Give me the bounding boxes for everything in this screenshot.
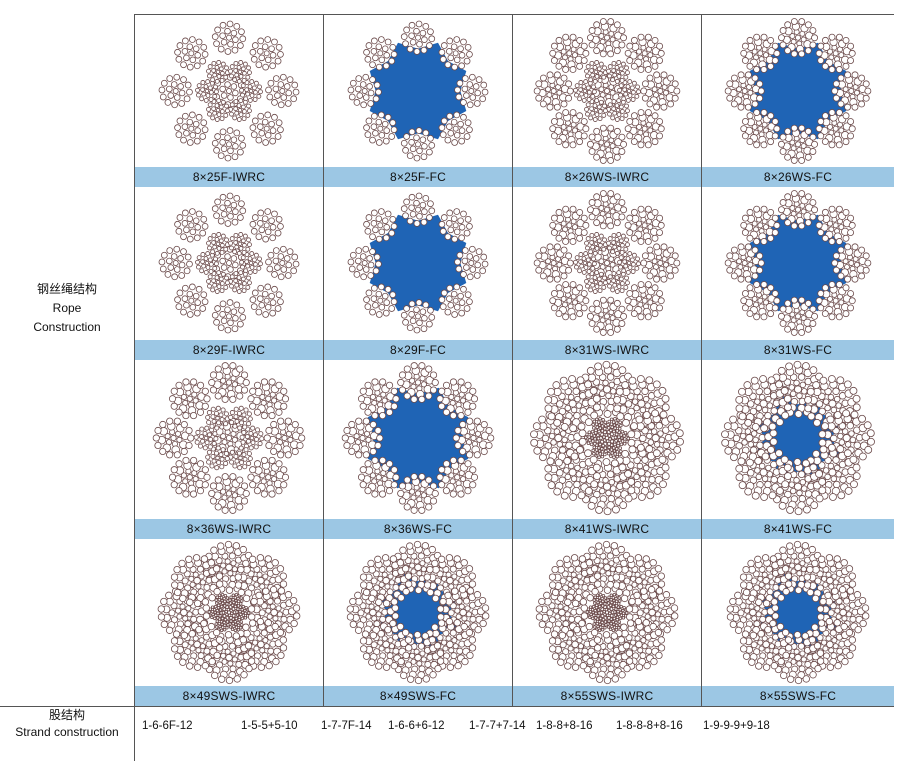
rope-label: 8×31WS-FC [702,340,894,360]
rope-cross-section [724,190,872,336]
rope-cell: 8×26WS-IWRC [513,15,701,187]
rope-construction-en-1: Rope [52,301,82,315]
rope-cell: 8×36WS-IWRC [135,359,323,539]
grid-line [134,14,135,761]
strand-item: 1-6-6F-12 [142,720,193,732]
rope-diagram [530,360,684,516]
grid-line [512,14,513,706]
strand-item: 1-9-9-9+9-18 [703,720,770,732]
rope-diagram [346,540,490,685]
rope-label: 8×26WS-FC [702,167,894,187]
rope-label: 8×49SWS-FC [324,686,512,706]
rope-diagram [341,362,495,514]
fibre-core [369,42,467,140]
rope-cross-section [726,540,870,685]
rope-label: 8×36WS-IWRC [135,519,323,539]
rope-cell: 8×41WS-FC [702,359,894,539]
strand-item: 1-6-6+6-12 [388,720,445,732]
rope-cell: 8×25F-IWRC [135,15,323,187]
rope-cross-section [724,18,872,164]
strand-item: 1-7-7F-14 [321,720,372,732]
rope-diagram [724,190,872,336]
grid-line [0,706,894,707]
rope-construction-en-2: Construction [33,320,101,334]
rope-cell: 8×41WS-IWRC [513,359,701,539]
rope-cell: 8×29F-IWRC [135,187,323,360]
rope-diagram [724,18,872,164]
rope-cell: 8×31WS-FC [702,187,894,360]
rope-cross-section [533,190,681,336]
rope-cross-section [347,20,489,162]
rope-cross-section [346,540,490,685]
grid-line [134,14,894,15]
rope-label: 8×25F-FC [324,167,512,187]
strand-item: 1-7-7+7-14 [469,720,526,732]
rope-label: 8×29F-IWRC [135,340,323,360]
rope-diagram [533,190,681,336]
rope-construction-zh: 钢丝绳结构 [36,282,97,296]
rope-cross-section [341,362,495,514]
rope-cell: 8×31WS-IWRC [513,187,701,360]
rope-diagram [158,192,300,334]
rope-label: 8×49SWS-IWRC [135,686,323,706]
rope-diagram [347,20,489,162]
rope-diagram [347,192,489,334]
strand-construction-row: 1-6-6F-12 1-5-5+5-10 1-7-7F-14 1-6-6+6-1… [135,720,900,736]
rope-cell: 8×55SWS-FC [702,539,894,706]
strand-item: 1-5-5+5-10 [241,720,298,732]
rope-diagram [158,20,300,162]
rope-cross-section [152,362,306,514]
rope-label: 8×55SWS-FC [702,686,894,706]
rope-cross-section [530,360,684,516]
rope-diagram [535,540,679,685]
rope-label: 8×25F-IWRC [135,167,323,187]
rope-cross-section [721,360,875,516]
rope-cross-section [158,192,300,334]
rope-cell: 8×29F-FC [324,187,512,360]
fibre-core [369,214,467,312]
rope-cross-section [347,192,489,334]
rope-label: 8×31WS-IWRC [513,340,701,360]
rope-construction-label: 钢丝绳结构 Rope Construction [0,280,134,337]
rope-cell: 8×49SWS-FC [324,539,512,706]
rope-diagram [726,540,870,685]
rope-label: 8×41WS-IWRC [513,519,701,539]
rope-label: 8×36WS-FC [324,519,512,539]
rope-cell: 8×55SWS-IWRC [513,539,701,706]
rope-label: 8×41WS-FC [702,519,894,539]
strand-construction-label: 股结构 Strand construction [0,707,134,741]
rope-label: 8×55SWS-IWRC [513,686,701,706]
rope-cell: 8×36WS-FC [324,359,512,539]
rope-label: 8×26WS-IWRC [513,167,701,187]
rope-cross-section [157,540,301,685]
rope-diagram [157,540,301,685]
grid-line [701,14,702,706]
rope-label: 8×29F-FC [324,340,512,360]
rope-cell: 8×49SWS-IWRC [135,539,323,706]
rope-diagram [721,360,875,516]
strand-construction-en: Strand construction [15,725,119,739]
rope-diagram [533,18,681,164]
rope-cross-section [533,18,681,164]
strand-construction-zh: 股结构 [48,708,85,722]
rope-cell: 8×25F-FC [324,15,512,187]
rope-cross-section [535,540,679,685]
rope-cross-section [158,20,300,162]
rope-diagram [152,362,306,514]
rope-cell: 8×26WS-FC [702,15,894,187]
grid-line [323,14,324,706]
strand-item: 1-8-8-8+8-16 [616,720,683,732]
strand-item: 1-8-8+8-16 [536,720,593,732]
